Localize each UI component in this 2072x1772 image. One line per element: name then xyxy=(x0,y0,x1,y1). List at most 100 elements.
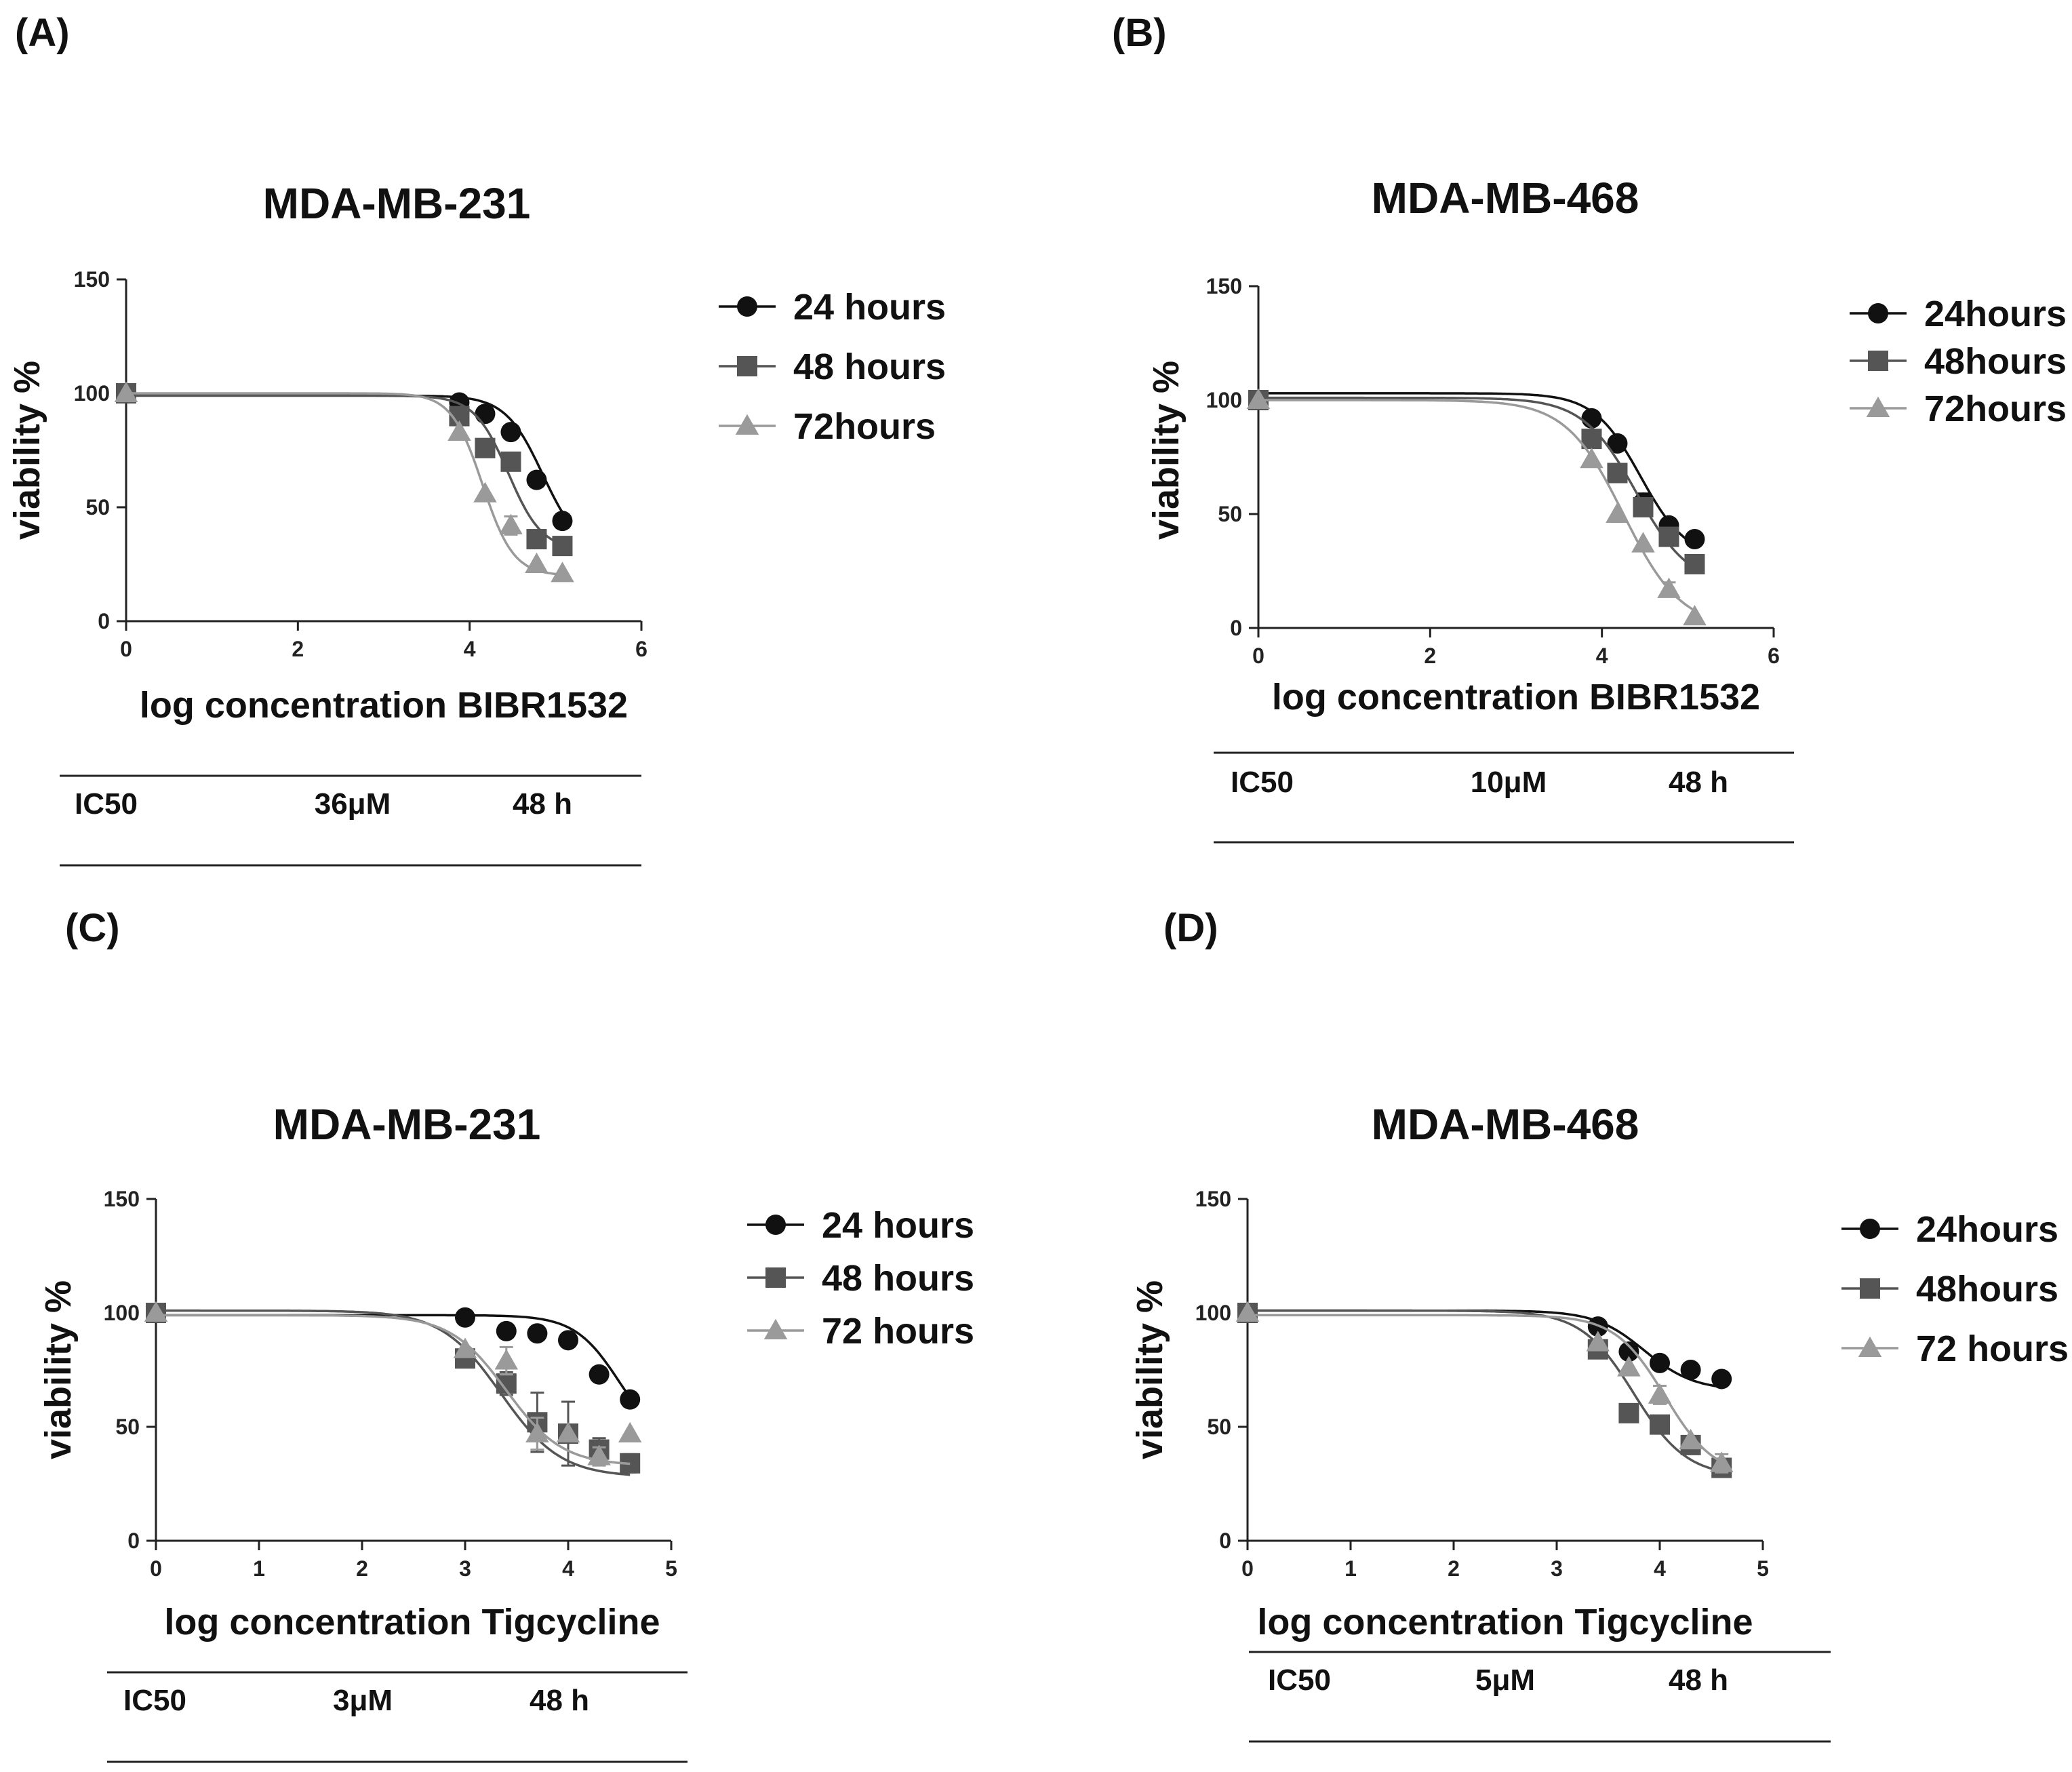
series-2 xyxy=(144,1301,642,1467)
x-tick-label: 1 xyxy=(1344,1556,1357,1581)
x-tick-label: 0 xyxy=(120,637,132,661)
data-point xyxy=(527,1323,548,1344)
series-2 xyxy=(1235,1301,1734,1474)
x-axis-title: log concentration Tigcycline xyxy=(164,1602,660,1642)
chart-panel-1: (B) MDA-MB-468 0 50 100 150 0 2 4 6 log concentrat… xyxy=(1112,11,2067,844)
x-tick-label: 2 xyxy=(1424,644,1436,668)
data-point xyxy=(500,451,521,472)
x-tick-label: 4 xyxy=(1596,644,1608,668)
ic50-label: IC50 xyxy=(1268,1663,1331,1697)
legend-label: 24hours xyxy=(1916,1209,2058,1250)
ic50-label: IC50 xyxy=(75,787,138,821)
data-point xyxy=(618,1421,642,1443)
x-tick-label: 2 xyxy=(1448,1556,1460,1581)
y-tick-label: 50 xyxy=(1218,502,1242,526)
data-point xyxy=(1607,462,1628,484)
legend-label: 72hours xyxy=(1924,389,2067,429)
data-point xyxy=(1680,1360,1701,1380)
data-point xyxy=(1618,1402,1639,1423)
data-point xyxy=(620,1389,641,1410)
x-axis-title: log concentration Tigcycline xyxy=(1257,1602,1753,1642)
data-point xyxy=(1711,1369,1732,1390)
data-point xyxy=(1633,496,1654,517)
y-tick-label: 0 xyxy=(1219,1529,1231,1553)
data-point xyxy=(1235,1301,1260,1322)
data-point xyxy=(1246,388,1271,409)
data-point xyxy=(1679,1428,1702,1450)
y-tick-label: 0 xyxy=(98,609,110,633)
chart-title: MDA-MB-468 xyxy=(1372,1100,1639,1149)
y-axis-title: viability % xyxy=(1130,1280,1170,1459)
data-point xyxy=(589,1364,610,1385)
x-tick-label: 3 xyxy=(1551,1556,1563,1581)
fit-curve xyxy=(1258,396,1696,569)
y-axis-title: viability % xyxy=(38,1280,79,1459)
legend-marker xyxy=(765,1215,786,1235)
ic50-time: 48 h xyxy=(1669,1663,1728,1697)
legend-label: 72 hours xyxy=(822,1311,974,1352)
ic50-value: 5μM xyxy=(1475,1663,1535,1697)
fit-curve xyxy=(1258,399,1696,612)
legend-label: 72 hours xyxy=(1916,1328,2069,1369)
data-point xyxy=(455,1307,475,1328)
data-point xyxy=(1658,526,1679,547)
y-tick-label: 150 xyxy=(1195,1187,1231,1211)
y-tick-label: 100 xyxy=(1195,1301,1231,1325)
y-tick-label: 50 xyxy=(85,495,110,519)
y-tick-label: 150 xyxy=(1206,274,1242,298)
data-point xyxy=(494,1349,519,1370)
chart-panel-0: (A) MDA-MB-231 0 50 100 150 0 2 4 6 log concentrat… xyxy=(7,11,946,867)
data-point xyxy=(1617,1356,1641,1377)
data-point xyxy=(475,437,496,458)
legend-marker xyxy=(735,414,759,435)
fit-curve xyxy=(1258,392,1696,546)
data-point xyxy=(552,536,573,557)
x-tick-label: 0 xyxy=(1241,1556,1254,1581)
data-point xyxy=(1683,604,1707,626)
legend-label: 24hours xyxy=(1924,294,2067,334)
data-point xyxy=(556,1421,580,1443)
legend-marker xyxy=(1868,351,1888,371)
x-tick-label: 1 xyxy=(253,1556,265,1581)
data-point xyxy=(1607,433,1628,454)
legend-label: 24 hours xyxy=(793,287,946,328)
series-0 xyxy=(1248,390,1705,549)
ic50-label: IC50 xyxy=(123,1684,186,1717)
data-point xyxy=(1684,528,1705,549)
data-point xyxy=(587,1444,611,1465)
x-axis-title: log concentration BIBR1532 xyxy=(1272,677,1760,717)
data-point xyxy=(1586,1331,1610,1352)
ic50-time: 48 h xyxy=(1669,766,1728,799)
legend-marker xyxy=(1868,303,1888,323)
data-point xyxy=(453,1337,477,1358)
fit-curve xyxy=(156,1314,631,1398)
series-1 xyxy=(1248,390,1705,574)
chart-title: MDA-MB-231 xyxy=(273,1100,541,1149)
legend-marker xyxy=(1860,1219,1880,1239)
data-point xyxy=(1684,553,1705,574)
data-point xyxy=(525,1421,549,1443)
y-tick-label: 50 xyxy=(1207,1415,1231,1439)
y-tick-label: 50 xyxy=(115,1415,140,1439)
data-point xyxy=(1606,502,1629,523)
legend-marker xyxy=(737,296,757,317)
x-tick-label: 2 xyxy=(292,637,304,661)
data-point xyxy=(552,511,573,532)
y-tick-label: 150 xyxy=(104,1187,140,1211)
ic50-value: 36μM xyxy=(315,787,391,821)
data-point xyxy=(1580,448,1603,469)
data-point xyxy=(525,552,549,573)
fit-curve xyxy=(156,1309,631,1476)
legend-marker xyxy=(737,356,757,376)
fit-curve xyxy=(126,392,563,576)
data-point xyxy=(1650,1352,1670,1373)
x-tick-label: 5 xyxy=(1757,1556,1769,1581)
chart-title: MDA-MB-468 xyxy=(1372,174,1639,222)
panel-label: (C) xyxy=(65,906,120,950)
data-point xyxy=(1650,1414,1670,1435)
series-2 xyxy=(1246,388,1707,626)
y-axis-title: viability % xyxy=(7,361,47,540)
legend-marker xyxy=(765,1267,786,1288)
x-tick-label: 4 xyxy=(562,1556,574,1581)
legend-marker xyxy=(1858,1336,1882,1357)
